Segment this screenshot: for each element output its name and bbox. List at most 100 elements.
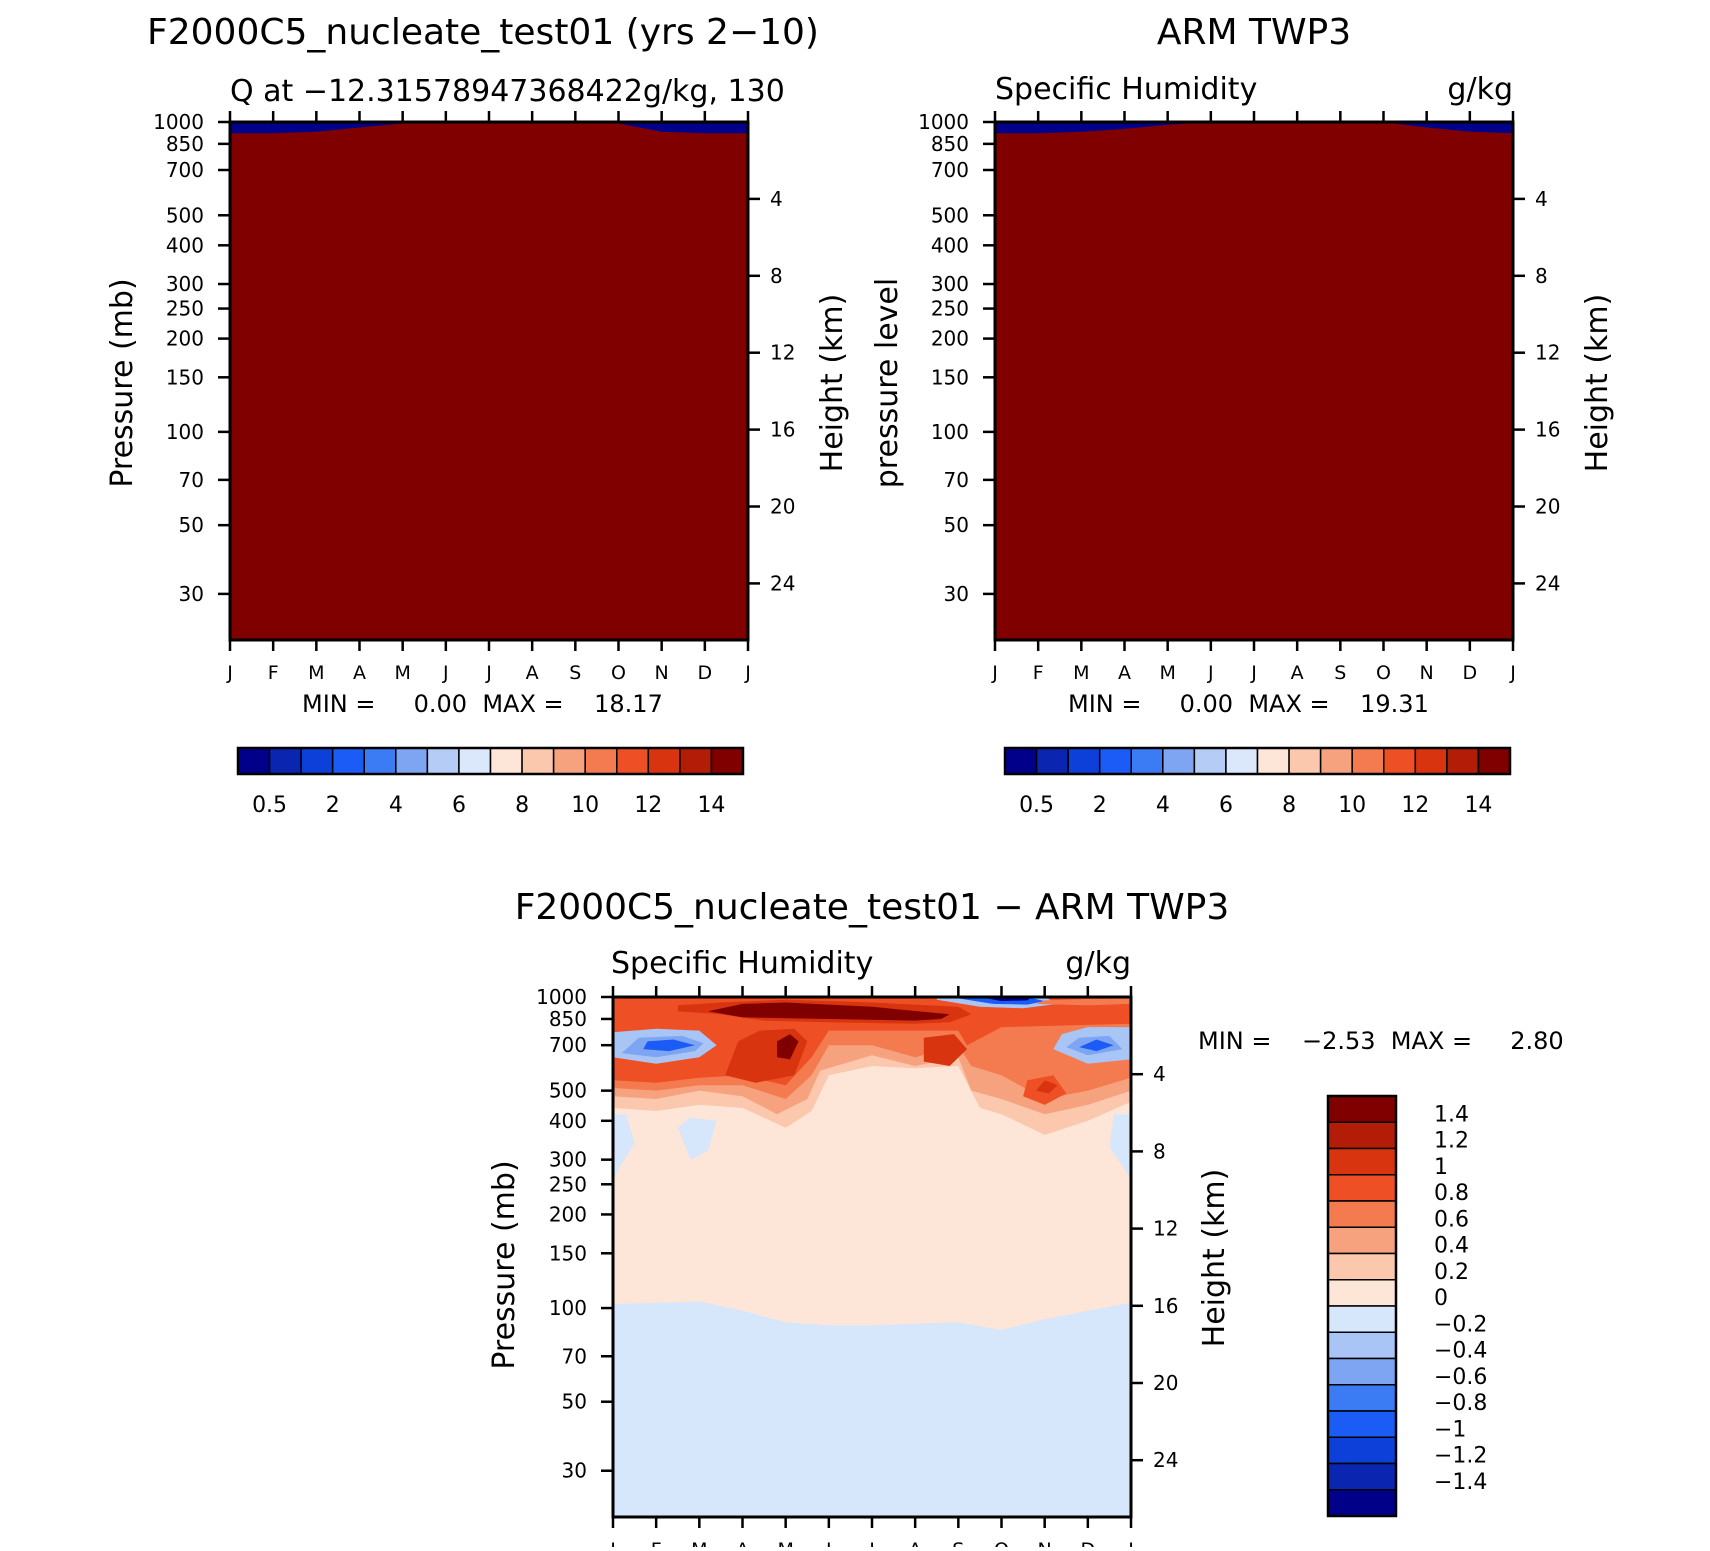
colorbar-label: −1 [1434, 1417, 1466, 1442]
contour-band [1036, 1080, 1058, 1094]
colorbar-label: −0.6 [1434, 1365, 1487, 1390]
panel2-month-label: J [991, 662, 998, 684]
colorbar-swatch [1351, 747, 1385, 775]
panel3-colorbar: 1.41.210.80.60.40.20−0.2−0.4−0.6−0.8−1−1… [1326, 1094, 1487, 1518]
panel2-height-label: 8 [1535, 264, 1548, 288]
colorbar-label: −0.4 [1434, 1339, 1487, 1364]
colorbar-swatch [1319, 747, 1353, 775]
panel3-height-label: 24 [1153, 1448, 1178, 1472]
panel1-month-label: M [308, 662, 324, 684]
panel-obs: ARM TWP3 Specific Humidity g/kg J F M A M J J A… [870, 12, 1615, 818]
panel3-pressure-label: 850 [549, 1007, 587, 1031]
contour-band [643, 1039, 695, 1052]
panel2-subtitle-right: g/kg [1447, 72, 1513, 107]
colorbar-swatch [1414, 747, 1448, 775]
panel2-month-label: M [1073, 662, 1089, 684]
panel3-pressure-label: 200 [549, 1202, 587, 1226]
panel2-height-label: 4 [1535, 187, 1548, 211]
colorbar-label: −0.8 [1434, 1391, 1487, 1416]
contour-band [1079, 1039, 1114, 1052]
colorbar-swatch [1256, 747, 1290, 775]
colorbar-label: 0.5 [252, 793, 287, 818]
panel3-height-label: 12 [1153, 1217, 1178, 1241]
colorbar-swatch [1327, 1226, 1397, 1255]
panel1-pressure-label: 50 [179, 513, 204, 537]
panel1-pressure-label: 30 [179, 582, 204, 606]
colorbar-swatch [1327, 1305, 1397, 1333]
colorbar-swatch [647, 747, 681, 775]
colorbar-label: 6 [1219, 793, 1233, 818]
colorbar-label: 0.4 [1434, 1234, 1469, 1259]
panel1-stats: MIN = 0.00 MAX = 18.17 [302, 690, 663, 718]
colorbar-swatch [1327, 1121, 1397, 1150]
panel-diff: F2000C5_nucleate_test01 − ARM TWP3 Speci… [487, 887, 1564, 1551]
colorbar-swatch [1067, 747, 1101, 775]
colorbar-label: 14 [1464, 793, 1492, 818]
colorbar-swatch [552, 747, 586, 775]
colorbar-swatch [584, 747, 618, 775]
panel3-pressure-label: 300 [549, 1148, 587, 1172]
panel1-pressure-label: 500 [166, 203, 204, 227]
panel1-pressure-label: 70 [179, 468, 204, 492]
colorbar-label: 0.2 [1434, 1260, 1469, 1285]
colorbar-swatch [458, 747, 492, 775]
panel2-month-label: N [1420, 662, 1434, 684]
panel3-month-label: J [825, 1539, 832, 1547]
panel1-pressure-label: 400 [166, 233, 204, 257]
panel3-month-label: O [994, 1539, 1009, 1547]
panel2-month-label: J [1207, 662, 1214, 684]
panel3-ylabel: Pressure (mb) [487, 1160, 522, 1369]
panel3-month-label: F [651, 1539, 662, 1547]
panel3-month-label: N [1038, 1539, 1052, 1547]
panel1-pressure-label: 1000 [153, 110, 204, 134]
colorbar-swatch [1004, 747, 1038, 775]
colorbar-label: 0.6 [1434, 1207, 1469, 1232]
panel1-pressure-label: 250 [166, 297, 204, 321]
panel2-pressure-label: 200 [931, 327, 969, 351]
colorbar-swatch [1327, 1410, 1397, 1438]
contour-band [777, 1034, 799, 1060]
panel2-month-label: A [1118, 662, 1131, 684]
colorbar-swatch [710, 747, 744, 775]
colorbar-label: 14 [697, 793, 725, 818]
panel3-pressure-label: 400 [549, 1109, 587, 1133]
colorbar-swatch [300, 747, 334, 775]
colorbar-label: −1.2 [1434, 1444, 1487, 1469]
colorbar-label: 0 [1434, 1286, 1448, 1311]
panel3-pressure-label: 250 [549, 1172, 587, 1196]
colorbar-label: 0.8 [1434, 1181, 1469, 1206]
colorbar-label: 2 [326, 793, 340, 818]
panel3-height-label: 8 [1153, 1139, 1166, 1163]
contour-band [708, 1002, 950, 1021]
colorbar-swatch [1327, 1252, 1397, 1281]
panel3-pressure-label: 1000 [536, 985, 587, 1009]
panel2-pressure-label: 400 [931, 233, 969, 257]
panel2-month-label: F [1033, 662, 1044, 684]
colorbar-label: 12 [1401, 793, 1429, 818]
panel2-month-label: S [1334, 662, 1346, 684]
panel3-title: F2000C5_nucleate_test01 − ARM TWP3 [515, 887, 1230, 928]
colorbar-swatch [679, 747, 713, 775]
panel1-month-label: S [569, 662, 581, 684]
colorbar-swatch [1327, 1462, 1397, 1491]
colorbar-swatch [1193, 747, 1227, 775]
colorbar-swatch [1327, 1174, 1397, 1202]
colorbar-swatch [1225, 747, 1259, 775]
panel2-month-label: D [1463, 662, 1478, 684]
panel1-pressure-label: 200 [166, 327, 204, 351]
panel2-pressure-label: 250 [931, 297, 969, 321]
panel1-height-label: 12 [770, 341, 795, 365]
panel1-month-label: A [353, 662, 366, 684]
panel2-title: ARM TWP3 [1157, 12, 1351, 53]
panel2-month-label: A [1291, 662, 1304, 684]
colorbar-swatch [331, 747, 365, 775]
panel3-pressure-label: 30 [562, 1459, 587, 1483]
panel2-pressure-label: 700 [931, 158, 969, 182]
panel2-pressure-label: 850 [931, 132, 969, 156]
colorbar-swatch [616, 747, 650, 775]
panel2-subtitle-left: Specific Humidity [995, 72, 1257, 107]
colorbar-label: 0.5 [1019, 793, 1054, 818]
panel2-month-label: J [1509, 662, 1516, 684]
colorbar-swatch [268, 747, 302, 775]
